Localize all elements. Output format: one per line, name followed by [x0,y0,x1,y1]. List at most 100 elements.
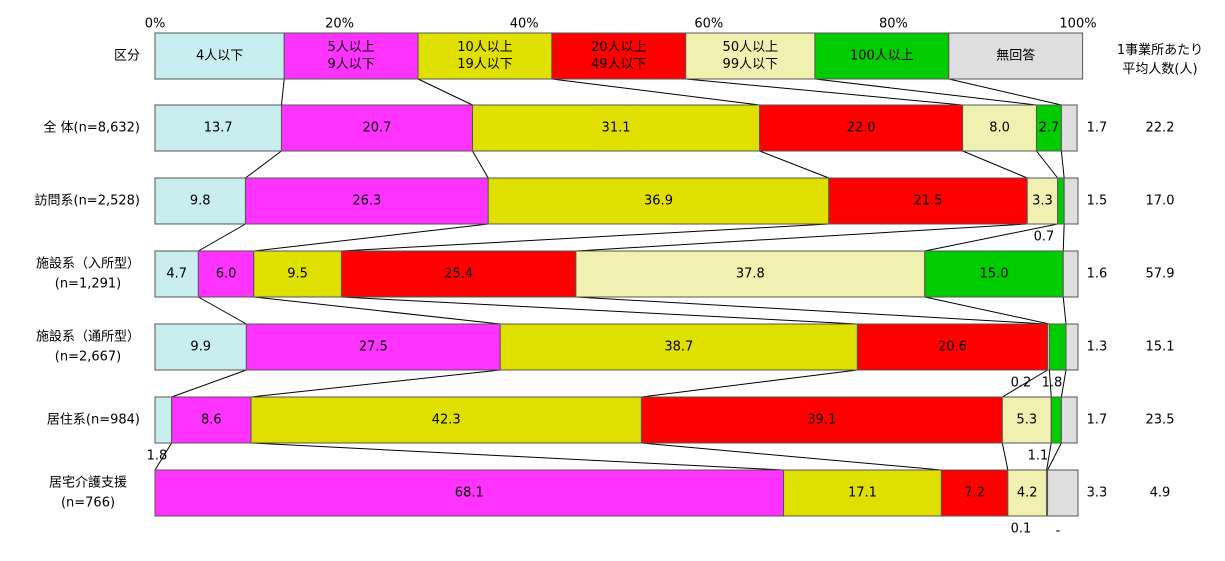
data-label: 2.7 [1039,121,1060,136]
bar-segment [197,250,255,298]
bar-segment [1057,177,1065,225]
average-value: 22.2 [1146,121,1175,136]
bar-segment [640,396,1003,444]
data-label: 9.9 [190,340,211,355]
average-value: 23.5 [1146,413,1175,428]
data-label: 1.3 [1087,340,1108,355]
connector-line [1001,442,1009,471]
bar-segment [154,396,173,444]
data-label: 37.8 [736,267,765,282]
data-label: 8.6 [201,413,222,428]
row-label: 施設系（入所型）(n=1,291) [36,256,140,292]
legend-label: 4人以下 [196,49,243,64]
data-label: 5.3 [1016,413,1037,428]
data-label: 8.0 [989,121,1010,136]
data-label: 6.0 [216,267,237,282]
bar-segment [1060,396,1078,444]
data-label: 20.7 [363,121,392,136]
legend-row-label: 区分 [114,49,140,64]
x-tick-label: 60% [694,17,723,32]
data-label: 1.1 [1028,449,1049,464]
legend-label: 無回答 [996,48,1035,64]
legend-swatch [417,32,553,80]
data-label: 13.7 [204,121,233,136]
connector-line [1060,150,1065,179]
legend-swatch [283,32,419,80]
legend-swatch [685,32,816,80]
bar-segment [783,469,942,517]
bar-segment [472,104,761,152]
bar-segment [154,469,785,517]
connector-line [641,369,858,398]
connector-line [1046,442,1052,471]
data-label: 36.9 [644,194,673,209]
data-label: 26.3 [352,194,381,209]
connector-line [198,296,247,325]
legend-swatch [948,32,1084,80]
bar-segment [1001,396,1052,444]
labels: 4人以下 5人以上 9人以下 10人以上 19人以下 20人以上 49人以下 50人以上 99人… [35,40,1204,539]
connector-line [924,296,1050,325]
bar-segment [1060,104,1078,152]
data-label: 21.5 [914,194,943,209]
connector-line [253,296,501,325]
row-label: 居宅介護支援(n=766) [49,475,127,511]
connector-line [253,223,489,252]
data-label: 1.8 [1042,376,1063,391]
data-label: 27.5 [359,340,388,355]
bar-segment [856,323,1049,371]
legend-swatch [814,32,950,80]
connector-line [250,442,784,471]
x-tick-label: 100% [1059,17,1096,32]
connector-line [341,296,858,325]
x-tick-label: 80% [879,17,908,32]
legend-label: 10人以上 19人以下 [457,40,513,72]
data-label: 1.6 [1087,267,1108,282]
bar-segment [154,104,282,152]
bar-segment [1050,396,1062,444]
connector-line [575,223,1028,252]
connector-line [962,150,1028,179]
connector-line [280,78,285,106]
connector-line [1060,369,1067,398]
data-label: 1.8 [147,449,168,464]
average-value: 4.9 [1150,486,1171,501]
connector-line [551,78,760,106]
data-label: 0.7 [1034,230,1055,245]
bars [154,32,1084,517]
connector-line [154,442,173,471]
bar-segment [759,104,964,152]
bar-segment [575,250,926,298]
data-label: 7.2 [964,486,985,501]
connector-line [198,223,246,252]
row-label: 施設系（通所型）(n=2,667) [36,329,140,365]
legend-label: 20人以上 49人以下 [591,40,647,72]
bar-segment [1026,177,1059,225]
data-label: 1.7 [1087,121,1108,136]
bar-segment [171,396,252,444]
bar-segment [828,177,1028,225]
connector-line [924,223,1058,252]
x-tick-label: 0% [145,17,166,32]
connector-line [417,78,473,106]
average-value: 57.9 [1146,267,1175,282]
connector-line [759,150,829,179]
x-tick-label: 20% [325,17,354,32]
data-label: 39.1 [807,413,836,428]
data-label: 3.3 [1032,194,1053,209]
data-label: 1.5 [1087,194,1108,209]
connector-line [948,78,1062,106]
connector-line [1048,369,1052,398]
bar-segment [1047,469,1079,517]
data-label: 22.0 [847,121,876,136]
average-header: 1事業所あたり平均人数(人) [1117,42,1203,77]
bar-segment [250,396,642,444]
row-label: 居住系(n=984) [47,413,140,428]
connector-line [341,223,829,252]
data-label: 15.0 [980,267,1009,282]
data-label: 42.3 [432,413,461,428]
bar-segment [280,104,474,152]
data-label: 68.1 [455,486,484,501]
legend-swatch [551,32,687,80]
